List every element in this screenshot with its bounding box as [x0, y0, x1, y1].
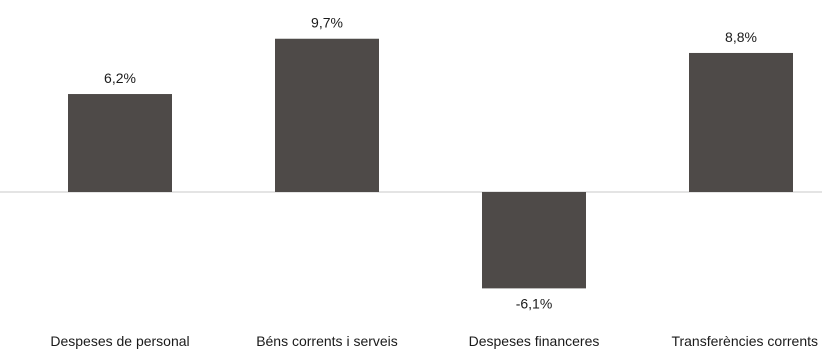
bar-2	[275, 38, 379, 192]
category-label-2: Béns corrents i serveis	[256, 333, 398, 349]
category-label-4: Transferències corrents	[671, 333, 818, 349]
value-label-2: 9,7%	[311, 15, 343, 31]
value-label-1: 6,2%	[104, 70, 136, 86]
value-label-4: 8,8%	[725, 29, 757, 45]
category-label-1: Despeses de personal	[50, 333, 189, 349]
bar-3	[482, 192, 586, 289]
bar-4	[689, 52, 793, 193]
value-label-3: -6,1%	[516, 295, 553, 311]
category-label-3: Despeses financeres	[469, 333, 600, 349]
bar-1	[68, 94, 172, 192]
labels-layer: 6,2% Despeses de personal 9,7% Béns corrent…	[50, 15, 818, 349]
bars-layer	[68, 38, 793, 289]
